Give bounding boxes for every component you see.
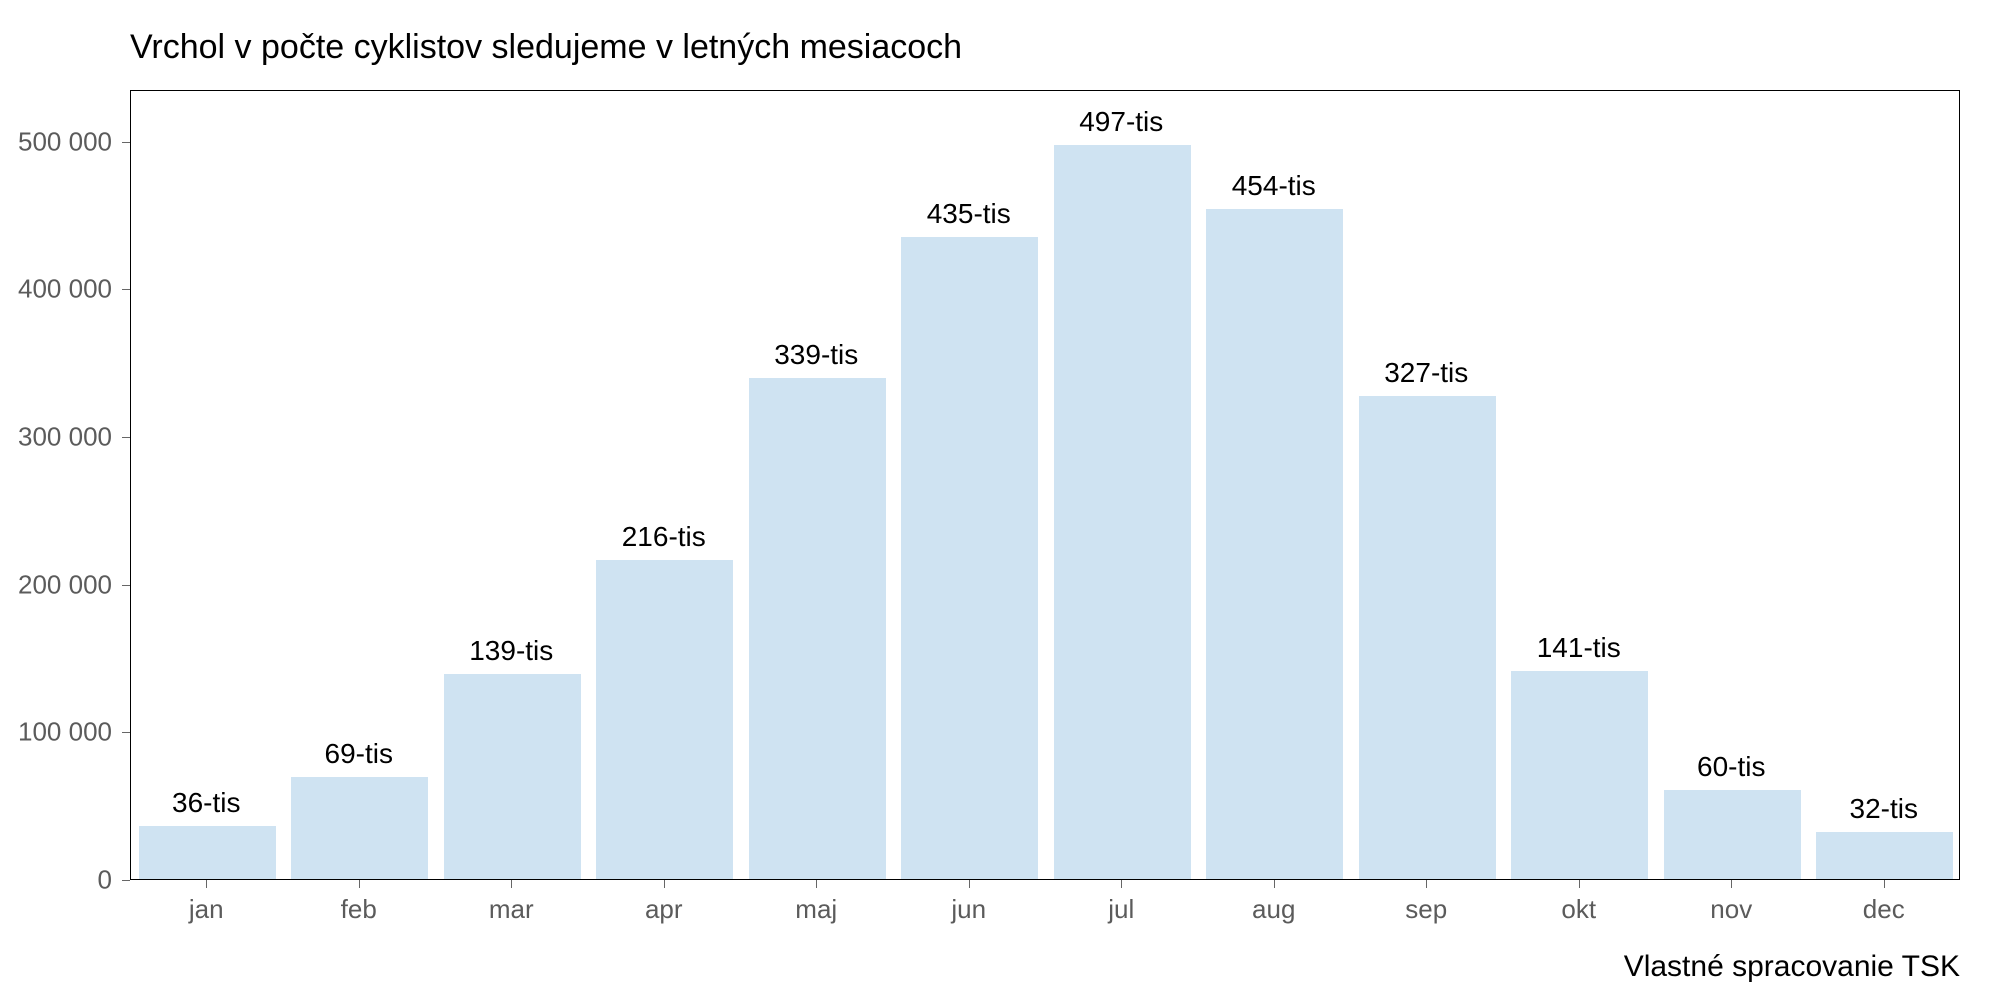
x-tick-mark xyxy=(1426,880,1427,888)
y-tick-label: 300 000 xyxy=(0,422,112,453)
y-tick-mark xyxy=(122,880,130,881)
bar xyxy=(901,237,1038,879)
chart-container: Vrchol v počte cyklistov sledujeme v let… xyxy=(0,0,2000,1000)
bar xyxy=(1816,832,1953,879)
y-tick-label: 0 xyxy=(0,865,112,896)
x-tick-label: dec xyxy=(1863,894,1905,925)
y-tick-mark xyxy=(122,585,130,586)
x-tick-mark xyxy=(1579,880,1580,888)
y-tick-mark xyxy=(122,142,130,143)
y-tick-mark xyxy=(122,289,130,290)
x-tick-mark xyxy=(969,880,970,888)
bar-value-label: 60-tis xyxy=(1697,751,1765,783)
chart-caption: Vlastné spracovanie TSK xyxy=(1624,950,1960,984)
bar-value-label: 36-tis xyxy=(172,787,240,819)
bar xyxy=(1511,671,1648,879)
bar xyxy=(749,378,886,879)
x-tick-label: jul xyxy=(1108,894,1134,925)
y-tick-label: 400 000 xyxy=(0,274,112,305)
x-tick-label: apr xyxy=(645,894,683,925)
bar-value-label: 454-tis xyxy=(1232,170,1316,202)
x-tick-mark xyxy=(1731,880,1732,888)
x-tick-mark xyxy=(206,880,207,888)
bar-value-label: 339-tis xyxy=(774,339,858,371)
y-tick-label: 500 000 xyxy=(0,126,112,157)
bar xyxy=(291,777,428,879)
bar xyxy=(1054,145,1191,879)
x-tick-mark xyxy=(359,880,360,888)
bar xyxy=(139,826,276,879)
x-tick-label: jun xyxy=(951,894,986,925)
x-tick-label: feb xyxy=(341,894,377,925)
x-tick-label: nov xyxy=(1710,894,1752,925)
bar-value-label: 32-tis xyxy=(1850,793,1918,825)
x-tick-mark xyxy=(664,880,665,888)
bar-value-label: 139-tis xyxy=(469,635,553,667)
x-tick-label: sep xyxy=(1405,894,1447,925)
bar-value-label: 216-tis xyxy=(622,521,706,553)
y-tick-label: 100 000 xyxy=(0,717,112,748)
x-tick-mark xyxy=(1884,880,1885,888)
bar-value-label: 497-tis xyxy=(1079,106,1163,138)
chart-title: Vrchol v počte cyklistov sledujeme v let… xyxy=(130,28,962,67)
bar xyxy=(1664,790,1801,879)
x-tick-label: mar xyxy=(489,894,534,925)
bar xyxy=(1206,209,1343,879)
bar-value-label: 69-tis xyxy=(325,738,393,770)
plot-inner xyxy=(131,91,1959,879)
bar-value-label: 327-tis xyxy=(1384,357,1468,389)
x-tick-mark xyxy=(1274,880,1275,888)
y-tick-mark xyxy=(122,732,130,733)
x-tick-label: jan xyxy=(189,894,224,925)
x-tick-mark xyxy=(1121,880,1122,888)
bar xyxy=(444,674,581,879)
x-tick-label: maj xyxy=(795,894,837,925)
plot-area xyxy=(130,90,1960,880)
bar xyxy=(1359,396,1496,879)
x-tick-label: okt xyxy=(1561,894,1596,925)
y-tick-label: 200 000 xyxy=(0,569,112,600)
x-tick-label: aug xyxy=(1252,894,1295,925)
bar xyxy=(596,560,733,879)
bar-value-label: 435-tis xyxy=(927,198,1011,230)
x-tick-mark xyxy=(816,880,817,888)
y-tick-mark xyxy=(122,437,130,438)
bar-value-label: 141-tis xyxy=(1537,632,1621,664)
x-tick-mark xyxy=(511,880,512,888)
